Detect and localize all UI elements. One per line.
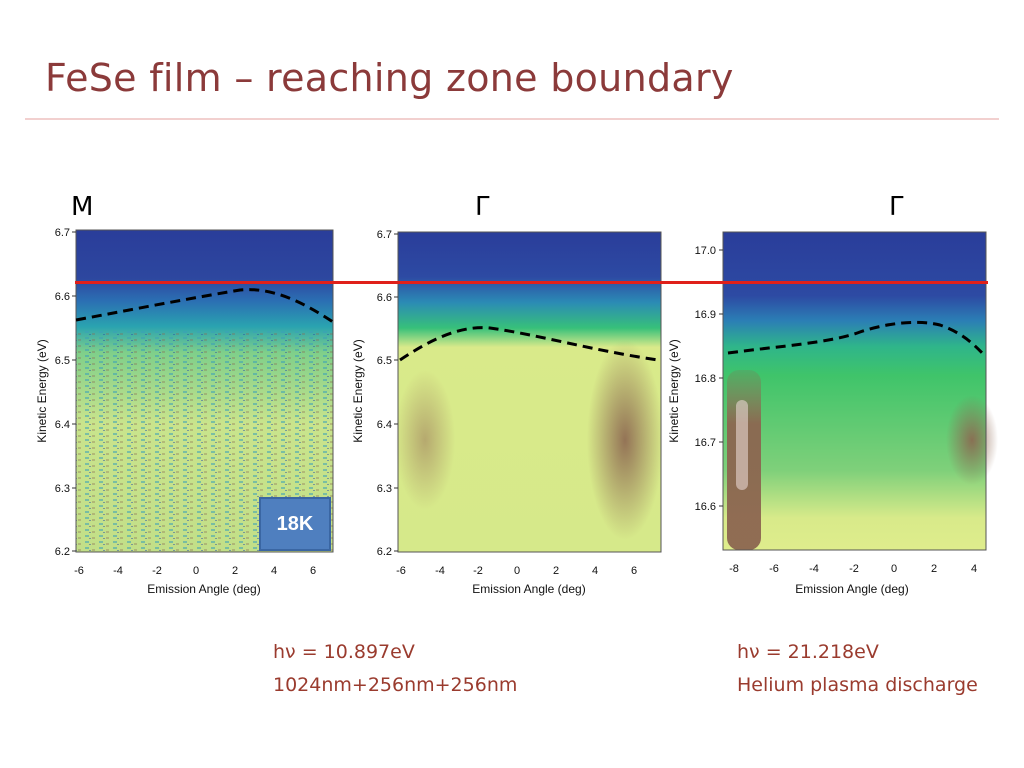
x-axis-title-gamma-1: Emission Angle (deg) (472, 582, 585, 596)
x-tick: 0 (514, 565, 520, 577)
x-tick: -6 (769, 563, 779, 575)
y-tick: 6.5 (55, 355, 70, 367)
x-axis-title-gamma-2: Emission Angle (deg) (795, 582, 908, 596)
y-tick: 16.8 (695, 373, 716, 385)
intensity-lobe-left (395, 370, 455, 510)
y-axis-title-gamma-2: Kinetic Energy (eV) (667, 339, 681, 442)
caption-photon-energy-2: hν = 21.218eV (737, 641, 879, 663)
y-axis-gamma-2: 17.0 16.9 16.8 16.7 16.6 (695, 245, 723, 513)
y-axis-gamma-1: 6.7 6.6 6.5 6.4 6.3 6.2 (377, 229, 398, 558)
title-divider (25, 118, 999, 120)
x-tick: 2 (232, 565, 238, 577)
y-tick: 6.6 (377, 292, 392, 304)
x-tick: 4 (271, 565, 277, 577)
band-dispersion-gamma-2 (727, 320, 987, 358)
y-tick: 6.2 (377, 546, 392, 558)
x-tick: -6 (74, 565, 84, 577)
y-axis-title-m: Kinetic Energy (eV) (35, 339, 49, 442)
plot-frame-m (75, 229, 334, 553)
x-tick: 4 (592, 565, 598, 577)
y-tick: 17.0 (695, 245, 716, 257)
y-axis-title-gamma-1: Kinetic Energy (eV) (351, 339, 365, 442)
plot-frame-gamma-2 (722, 231, 987, 551)
x-tick: 4 (971, 563, 977, 575)
x-tick: 6 (310, 565, 316, 577)
slide-title: FeSe film – reaching zone boundary (45, 56, 734, 100)
gamma-point-label-2: Γ (889, 192, 904, 222)
y-tick: 6.3 (55, 483, 70, 495)
y-tick: 6.4 (377, 419, 392, 431)
x-axis-m: -6 -4 -2 0 2 4 6 (74, 565, 316, 577)
x-tick: -4 (113, 565, 123, 577)
x-tick: -2 (473, 565, 483, 577)
y-tick: 16.9 (695, 309, 716, 321)
spectrum-map-gamma-2 (723, 232, 986, 550)
x-tick: 0 (193, 565, 199, 577)
x-tick: -4 (809, 563, 819, 575)
gamma-point-label-1: Γ (475, 192, 490, 222)
x-tick: 2 (553, 565, 559, 577)
x-tick: -8 (729, 563, 739, 575)
y-tick: 6.3 (377, 483, 392, 495)
y-axis-m: 6.7 6.6 6.5 6.4 6.3 6.2 (55, 227, 76, 558)
caption-source-2: Helium plasma discharge (737, 674, 978, 696)
x-tick: -2 (849, 563, 859, 575)
x-tick: 6 (631, 565, 637, 577)
fermi-level-line (75, 281, 988, 284)
intensity-lobe-right-2 (946, 395, 998, 485)
x-tick: -4 (435, 565, 445, 577)
x-tick: 2 (931, 563, 937, 575)
plot-frame-gamma-1 (397, 231, 662, 553)
y-tick: 6.7 (55, 227, 70, 239)
m-point-label: M (71, 192, 94, 222)
y-tick: 6.2 (55, 546, 70, 558)
y-tick: 16.7 (695, 437, 716, 449)
y-tick: 6.7 (377, 229, 392, 241)
band-dispersion-gamma-1 (399, 326, 659, 362)
temperature-badge: 18K (259, 497, 331, 551)
y-tick: 6.5 (377, 355, 392, 367)
band-dispersion-m (75, 288, 334, 324)
x-axis-gamma-2: -8 -6 -4 -2 0 2 4 (729, 563, 977, 575)
x-tick: -2 (152, 565, 162, 577)
x-axis-gamma-1: -6 -4 -2 0 2 4 6 (396, 565, 637, 577)
x-tick: -6 (396, 565, 406, 577)
y-tick: 6.6 (55, 291, 70, 303)
x-axis-title-m: Emission Angle (deg) (147, 582, 260, 596)
y-tick: 16.6 (695, 501, 716, 513)
x-tick: 0 (891, 563, 897, 575)
intensity-lobe-right (587, 340, 663, 540)
intensity-stripe-core (736, 400, 748, 490)
caption-photon-energy-1: hν = 10.897eV (273, 641, 415, 663)
caption-source-1: 1024nm+256nm+256nm (273, 674, 518, 696)
y-tick: 6.4 (55, 419, 70, 431)
